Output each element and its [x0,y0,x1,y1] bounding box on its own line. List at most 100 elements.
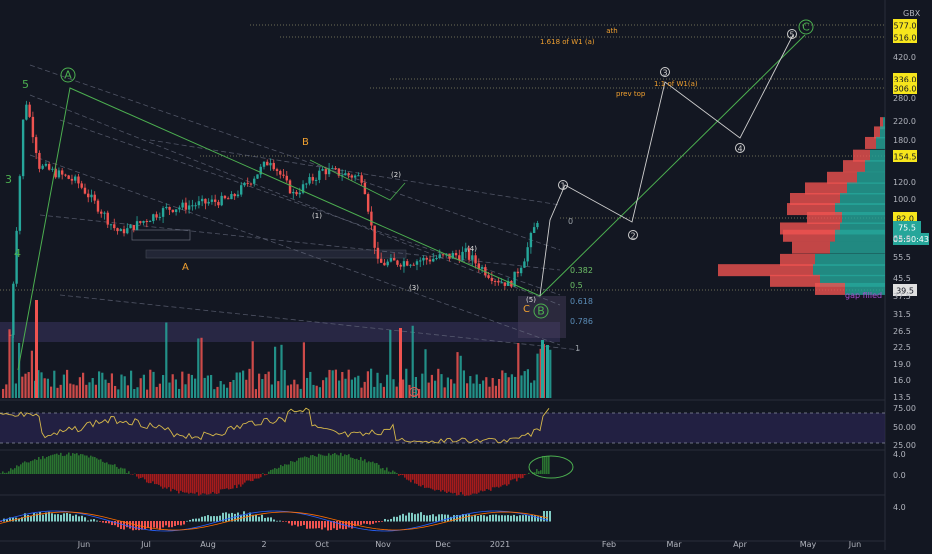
macd-bar [165,521,167,525]
price-tick: 55.5 [893,253,911,262]
oscillator-bar [90,456,92,474]
oscillator-bar [114,464,116,474]
oscillator-bar [314,456,316,474]
volume-bar [188,374,190,398]
volume-bar [508,377,510,398]
macd-bar [513,515,515,522]
macd-bar [297,521,299,527]
macd-bar [57,514,59,521]
candle-body [400,265,402,267]
macd-bar [444,515,446,522]
oscillator-bar [94,457,96,474]
macd-bar [312,521,314,529]
rsi-tick: 25.00 [893,441,916,450]
macd-bar [378,521,380,522]
month-label: Dec [435,540,450,549]
candle-body [393,258,395,260]
candle-body [360,175,362,182]
candle-body [237,195,239,197]
oscillator-bar [86,456,88,474]
candle-body [107,213,109,225]
oscillator-bar [4,473,6,474]
oscillator-bar [144,474,146,479]
macd-bar [129,521,131,529]
candle-body [403,261,405,266]
macd-bar [93,519,95,521]
candle-body [279,171,281,175]
candle-body [103,213,105,214]
oscillator-bar [32,460,34,474]
oscillator-bar [138,474,140,479]
volume-bar [485,377,487,398]
oscillator-bar [10,468,12,474]
osc-tick: 4.0 [893,450,906,459]
macd-bar [468,514,470,521]
volume-bar [95,385,97,398]
volume-profile-sell [827,172,857,184]
fib-0382: 0.382 [570,266,593,275]
volume-bar [348,370,350,398]
candle-body [142,221,144,223]
volume-bar [165,323,167,398]
month-label: Jun [848,540,862,549]
candle-body [81,183,83,187]
candle-body [351,175,353,177]
macd-bar [516,516,518,521]
oscillator-bar [364,459,366,474]
volume-profile-sell [792,242,830,254]
volume-bar [53,371,55,398]
macd-bar [423,515,425,522]
volume-bar [175,379,177,398]
volume-bar [524,371,526,398]
oscillator-bar [274,468,276,474]
oscillator-bar [254,474,256,479]
wave-label-minor-5: (5) [526,296,536,304]
volume-profile-sell [874,126,880,138]
volume-bar [303,342,305,398]
volume-bar [533,380,535,398]
oscillator-bar [348,454,350,474]
oscillator-bar [202,474,204,493]
volume-bar [287,385,289,398]
macd-bar [117,521,119,527]
macd-bar [177,521,179,525]
macd-bar [324,521,326,527]
volume-profile-buy [847,182,885,194]
oscillator-bar [212,474,214,492]
macd-bar [45,513,47,522]
candle-body [318,171,320,180]
volume-bar [200,338,202,398]
macd-bar [306,521,308,529]
candle-body [347,173,349,175]
volume-profile-buy [857,172,885,184]
volume-bar [482,381,484,398]
wave-label-B: B [537,305,545,318]
macd-bar [453,515,455,521]
candle-body [168,207,170,210]
candle-body [530,233,532,247]
oscillator-bar [196,474,198,492]
oscillator-bar [204,474,206,494]
macd-bar [51,513,53,521]
oscillator-bar [264,474,266,475]
candle-body [494,281,496,282]
price-tick: 22.5 [893,343,911,352]
volume-bar [472,383,474,398]
candle-body [383,263,385,265]
volume-bar [104,380,106,398]
currency-label: GBX [903,9,921,18]
oscillator-bar [384,470,386,474]
oscillator-bar [164,474,166,487]
oscillator-bar [340,453,342,474]
volume-bar [28,372,30,398]
volume-bar [101,373,103,398]
macd-bar [96,521,98,522]
volume-bar [168,383,170,398]
oscillator-bar [126,473,128,474]
candle-body [110,224,112,225]
oscillator-bar [52,455,54,474]
oscillator-bar [420,474,422,486]
candle-body [533,227,535,233]
